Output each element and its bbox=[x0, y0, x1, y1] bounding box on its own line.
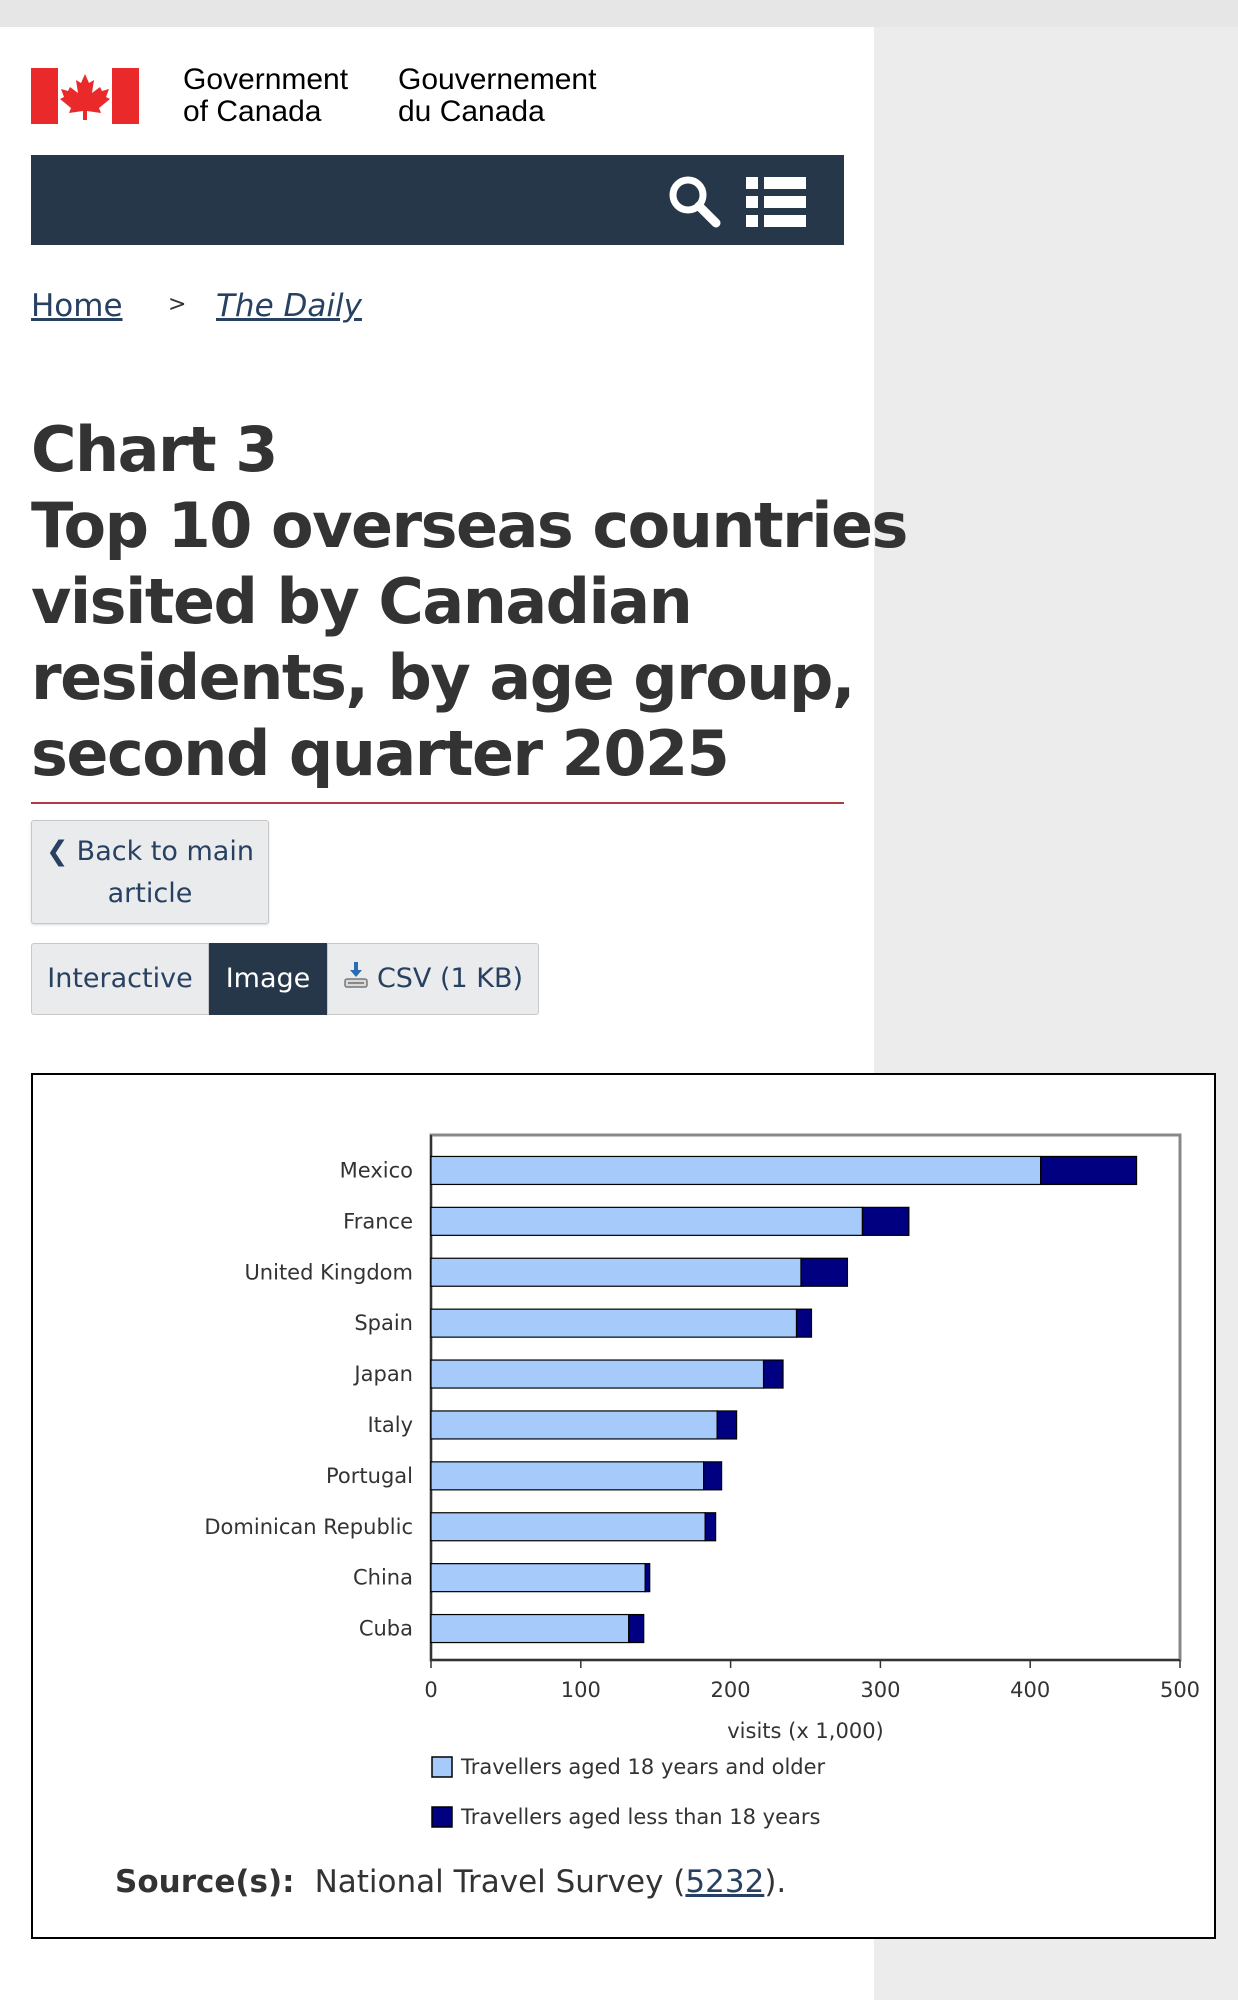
legend-label: Travellers aged less than 18 years bbox=[460, 1805, 820, 1829]
browser-top-strip bbox=[0, 0, 1238, 27]
bar-minors bbox=[800, 1257, 849, 1287]
bar-adults bbox=[430, 1308, 798, 1338]
back-button-label-line1: Back to main bbox=[76, 836, 254, 867]
bar-adults bbox=[430, 1359, 765, 1389]
page-bottom bbox=[0, 1940, 874, 2000]
bar-adults bbox=[430, 1257, 802, 1287]
title-line: Top 10 overseas countries bbox=[31, 489, 908, 562]
canada-flag-icon bbox=[31, 68, 139, 124]
bar-minors bbox=[795, 1308, 813, 1338]
signature-fr-line1: Gouvernement bbox=[398, 63, 597, 96]
title-line: second quarter 2025 bbox=[31, 717, 730, 790]
bar-adults bbox=[430, 1512, 706, 1542]
title-line: residents, by age group, bbox=[31, 641, 855, 714]
y-tick-label: Italy bbox=[367, 1413, 413, 1437]
breadcrumb-separator: > bbox=[168, 292, 187, 317]
signature-english: Government of Canada bbox=[183, 64, 348, 128]
tab-image[interactable]: Image bbox=[209, 943, 327, 1015]
signature-french: Gouvernement du Canada bbox=[398, 64, 596, 128]
bar-minors bbox=[703, 1461, 723, 1491]
bar-adults bbox=[430, 1613, 630, 1644]
breadcrumb-daily-link[interactable]: The Daily bbox=[216, 288, 362, 324]
source-survey-link[interactable]: 5232 bbox=[685, 1864, 765, 1900]
bar-adults bbox=[430, 1155, 1042, 1186]
title-underline bbox=[31, 802, 844, 804]
x-tick-label: 200 bbox=[711, 1678, 751, 1702]
signature-fr-line2: du Canada bbox=[398, 95, 545, 128]
bar-adults bbox=[430, 1206, 864, 1236]
search-icon[interactable] bbox=[666, 173, 722, 229]
y-tick-label: China bbox=[353, 1566, 413, 1590]
y-tick-label: Spain bbox=[354, 1311, 413, 1335]
title-line: Chart 3 bbox=[31, 413, 278, 486]
bar-minors bbox=[716, 1410, 738, 1440]
chevron-left-icon: ❮ bbox=[46, 836, 69, 867]
bar-minors bbox=[704, 1512, 717, 1542]
tab-interactive[interactable]: Interactive bbox=[31, 943, 209, 1015]
x-tick-label: 0 bbox=[424, 1678, 437, 1702]
bar-adults bbox=[430, 1410, 718, 1440]
bar-minors bbox=[861, 1206, 910, 1236]
chart-figure: Mexico France United Kingdom Spain Japan Ital… bbox=[31, 1073, 1216, 1939]
tab-csv-download[interactable]: CSV (1 KB) bbox=[327, 943, 539, 1015]
site-navbar bbox=[31, 155, 844, 245]
x-axis-label: visits (x 1,000) bbox=[727, 1719, 884, 1743]
signature-en-line1: Government bbox=[183, 63, 349, 96]
back-to-main-article-button[interactable]: ❮ Back to main article bbox=[31, 820, 269, 924]
legend-swatch bbox=[431, 1756, 453, 1778]
x-tick-label: 500 bbox=[1160, 1678, 1200, 1702]
x-tick-label: 100 bbox=[561, 1678, 601, 1702]
x-tick-label: 300 bbox=[860, 1678, 900, 1702]
signature-en-line2: of Canada bbox=[183, 95, 322, 128]
bar-minors bbox=[644, 1563, 651, 1593]
y-tick-label: Mexico bbox=[340, 1158, 413, 1182]
legend-label: Travellers aged 18 years and older bbox=[460, 1755, 826, 1779]
x-tick-label: 400 bbox=[1010, 1678, 1050, 1702]
y-tick-label: United Kingdom bbox=[244, 1260, 413, 1284]
source-label: Source(s): bbox=[115, 1864, 295, 1900]
bar-minors bbox=[762, 1359, 784, 1389]
title-line: visited by Canadian bbox=[31, 565, 693, 638]
download-icon bbox=[344, 962, 368, 988]
page-title: Chart 3 Top 10 overseas countries visite… bbox=[31, 412, 908, 792]
breadcrumb-home-link[interactable]: Home bbox=[31, 288, 123, 324]
list-menu-icon[interactable] bbox=[746, 175, 806, 229]
source-text: National Travel Survey ( bbox=[314, 1864, 686, 1900]
bar-adults bbox=[430, 1563, 646, 1593]
y-tick-label: Dominican Republic bbox=[204, 1515, 413, 1539]
chart-source: Source(s): National Travel Survey (5232). bbox=[115, 1864, 786, 1900]
bar-adults bbox=[430, 1461, 705, 1491]
source-text-end: ). bbox=[764, 1864, 787, 1900]
bar-minors bbox=[1040, 1155, 1138, 1186]
y-tick-label: France bbox=[343, 1209, 413, 1233]
back-button-label-line2: article bbox=[107, 878, 193, 909]
y-tick-label: Japan bbox=[352, 1362, 413, 1386]
legend-swatch bbox=[431, 1806, 453, 1828]
y-tick-label: Portugal bbox=[326, 1464, 413, 1488]
bar-minors bbox=[628, 1613, 645, 1644]
y-tick-label: Cuba bbox=[359, 1617, 413, 1641]
csv-tab-label: CSV (1 KB) bbox=[376, 963, 524, 994]
bar-chart: Mexico France United Kingdom Spain Japan Ital… bbox=[204, 1133, 1200, 1829]
